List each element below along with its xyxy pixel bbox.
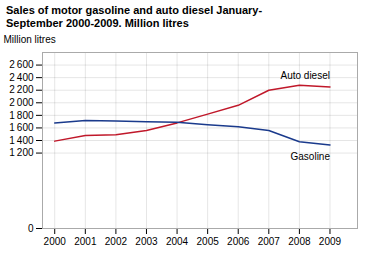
svg-text:2004: 2004 xyxy=(166,236,189,247)
svg-text:2000: 2000 xyxy=(44,236,67,247)
svg-text:2 200: 2 200 xyxy=(9,84,34,95)
svg-text:2008: 2008 xyxy=(288,236,311,247)
svg-text:2006: 2006 xyxy=(227,236,250,247)
svg-text:1 800: 1 800 xyxy=(9,110,34,121)
svg-text:2002: 2002 xyxy=(105,236,128,247)
svg-text:2005: 2005 xyxy=(197,236,220,247)
svg-text:2003: 2003 xyxy=(135,236,158,247)
svg-text:2001: 2001 xyxy=(74,236,97,247)
html-text:September 2000-2009. Million l: September 2000-2009. Million litres xyxy=(6,17,189,29)
svg-text:2009: 2009 xyxy=(319,236,342,247)
svg-text:2 600: 2 600 xyxy=(9,59,34,70)
svg-text:2 400: 2 400 xyxy=(9,72,34,83)
svg-text:2 000: 2 000 xyxy=(9,97,34,108)
svg-text:1 400: 1 400 xyxy=(9,135,34,146)
svg-text:Auto diesel: Auto diesel xyxy=(280,70,329,81)
svg-text:2007: 2007 xyxy=(258,236,281,247)
svg-text:Gasoline: Gasoline xyxy=(291,151,331,162)
html-text:Sales of motor gasoline and au: Sales of motor gasoline and auto diesel … xyxy=(6,4,263,16)
svg-text:1 600: 1 600 xyxy=(9,122,34,133)
svg-text:0: 0 xyxy=(28,223,34,234)
svg-text:1 200: 1 200 xyxy=(9,147,34,158)
svg-text:Million litres: Million litres xyxy=(4,34,56,45)
